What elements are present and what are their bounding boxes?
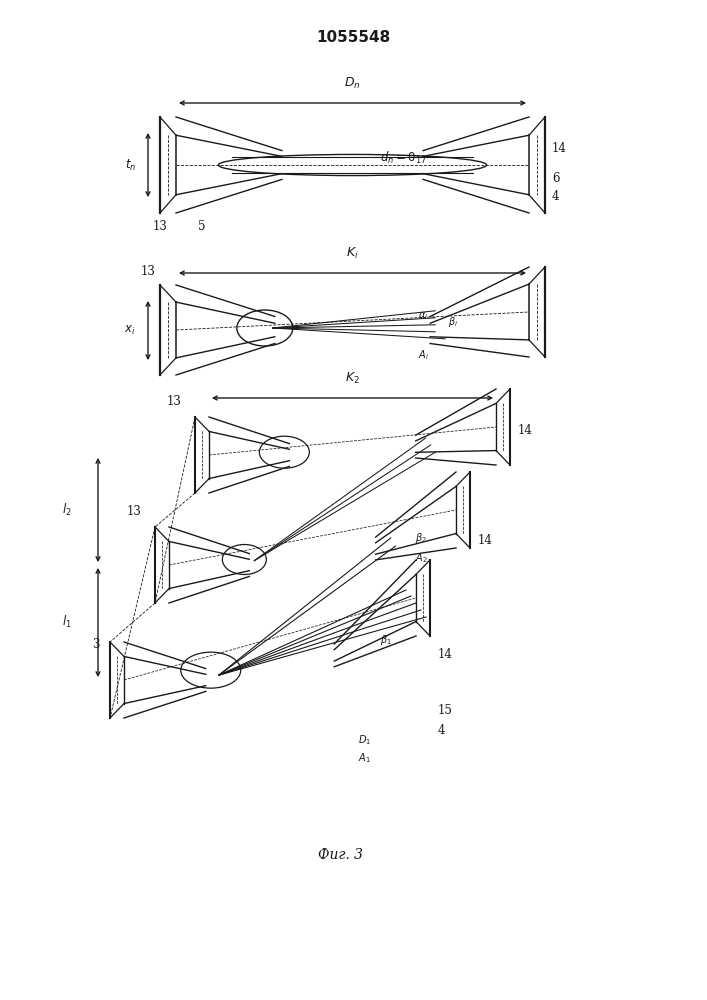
Text: $x_i$: $x_i$ <box>124 323 136 337</box>
Text: $\beta_i$: $\beta_i$ <box>448 315 458 329</box>
Text: 5: 5 <box>198 220 206 233</box>
Text: $t_n$: $t_n$ <box>124 157 136 173</box>
Text: 15: 15 <box>438 704 453 716</box>
Text: 13: 13 <box>153 220 168 233</box>
Text: $l_1$: $l_1$ <box>62 614 72 630</box>
Text: $A_i$: $A_i$ <box>418 348 429 362</box>
Text: 6: 6 <box>552 172 559 184</box>
Text: $K_2$: $K_2$ <box>344 371 359 386</box>
Text: $l_2$: $l_2$ <box>62 502 72 518</box>
Text: $A_2$: $A_2$ <box>415 551 428 565</box>
Text: $\beta_1$: $\beta_1$ <box>380 633 392 647</box>
Text: $K_i$: $K_i$ <box>346 246 358 261</box>
Text: 3: 3 <box>93 639 100 652</box>
Text: $A_1$: $A_1$ <box>358 751 370 765</box>
Text: $D_1$: $D_1$ <box>358 733 371 747</box>
Text: 14: 14 <box>478 534 493 546</box>
Text: 1055548: 1055548 <box>316 30 390 45</box>
Text: $\alpha_i$: $\alpha_i$ <box>418 310 428 322</box>
Text: $\beta_2$: $\beta_2$ <box>415 531 427 545</box>
Text: Фиг. 3: Фиг. 3 <box>317 848 363 862</box>
Text: 4: 4 <box>438 724 445 736</box>
Text: 13: 13 <box>167 395 182 408</box>
Text: 14: 14 <box>518 424 533 436</box>
Text: 14: 14 <box>438 648 453 662</box>
Text: $d_n{=}0_{17}$: $d_n{=}0_{17}$ <box>380 150 427 166</box>
Text: 14: 14 <box>552 141 567 154</box>
Text: 13: 13 <box>140 265 155 278</box>
Text: 13: 13 <box>127 505 142 518</box>
Text: 4: 4 <box>552 190 559 202</box>
Text: $D_n$: $D_n$ <box>344 76 361 91</box>
